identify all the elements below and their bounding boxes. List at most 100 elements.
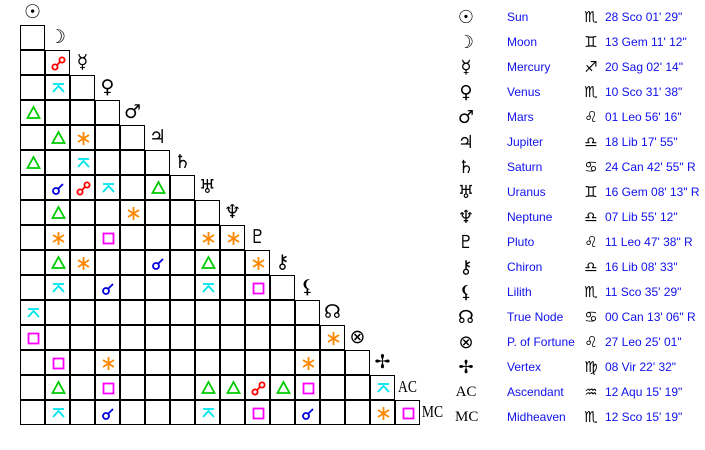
aspect-cell [319, 349, 345, 375]
aspect-cell [344, 374, 370, 400]
aspect-cell [44, 399, 70, 425]
aspect-cell [119, 124, 145, 150]
aspect-cell [44, 149, 70, 175]
aspect-cell [119, 299, 145, 325]
aspect-cell [19, 199, 45, 225]
scorpio-icon: ♏ [584, 8, 598, 26]
aspect-cell [69, 274, 95, 300]
list-item: ⊗ P. of Fortune ♌ 27 Leo 25' 01" [455, 330, 705, 355]
planet-position: 07 Lib 55' 12" [605, 210, 678, 224]
aspect-cell [319, 399, 345, 425]
aspect-cell [69, 74, 95, 100]
aspect-cell [119, 224, 145, 250]
uranus-icon: ♅ [457, 182, 475, 203]
lilith-icon: ⚸ [459, 282, 473, 303]
aspect-cell [144, 324, 170, 350]
aspect-cell [244, 399, 270, 425]
leo-icon: ♌ [584, 233, 598, 251]
list-item: ☿ Mercury ♐ 20 Sag 02' 14" [455, 55, 705, 80]
aspect-cell [44, 174, 70, 200]
aspect-cell [94, 274, 120, 300]
aspect-cell [19, 249, 45, 275]
list-item: ♅ Uranus ♊ 16 Gem 08' 13" R [455, 180, 705, 205]
aspect-cell [69, 224, 95, 250]
aspect-cell [294, 299, 320, 325]
planet-position: 12 Sco 15' 19" [605, 410, 683, 424]
list-item: AC Ascendant ♒ 12 Aqu 15' 19" [455, 380, 705, 405]
mars-icon: ♂ [123, 100, 142, 123]
list-item: ♄ Saturn ♋ 24 Can 42' 55" R [455, 155, 705, 180]
aspect-cell [69, 249, 95, 275]
aspect-cell [69, 349, 95, 375]
aspect-cell [69, 399, 95, 425]
scorpio-icon: ♏ [584, 83, 598, 101]
planet-name: Saturn [507, 160, 543, 174]
mercury-icon: ☿ [460, 57, 472, 78]
aspect-cell [219, 224, 245, 250]
aspect-cell [244, 324, 270, 350]
aspect-cell [169, 399, 195, 425]
planet-name: Jupiter [507, 135, 544, 149]
aspect-cell [94, 99, 120, 125]
aspect-cell [119, 274, 145, 300]
neptune-icon: ♆ [223, 200, 242, 223]
aspect-cell [69, 199, 95, 225]
aspect-cell [94, 399, 120, 425]
planet-name: Venus [507, 85, 541, 99]
aspect-cell [44, 249, 70, 275]
list-item: ♃ Jupiter ♎ 18 Lib 17' 55" [455, 130, 705, 155]
planet-position: 11 Sco 35' 29" [605, 285, 682, 299]
aspect-cell [169, 174, 195, 200]
aspect-cell [44, 299, 70, 325]
aspect-cell [194, 299, 220, 325]
aspect-grid: ☉ ☽ ☿ ♀ ♂ ♃ ♄ ♅ ♆ ♇ ⚷ ⚸ ☊ ⊗ ✢ AC MC [19, 1, 443, 425]
planet-name: Pluto [507, 235, 535, 249]
aspect-cell [344, 399, 370, 425]
aspect-cell [44, 124, 70, 150]
aspect-cell [319, 374, 345, 400]
aspect-cell [169, 274, 195, 300]
cancer-icon: ♋ [584, 308, 598, 326]
aspect-cell [169, 324, 195, 350]
aspect-cell [244, 299, 270, 325]
aspect-cell [94, 224, 120, 250]
aspect-cell [194, 374, 220, 400]
planet-name: Midheaven [507, 410, 566, 424]
aspect-cell [144, 399, 170, 425]
true-node-icon: ☊ [458, 307, 474, 328]
list-item: ♆ Neptune ♎ 07 Lib 55' 12" [455, 205, 705, 230]
aspect-cell [69, 124, 95, 150]
list-item: ✢ Vertex ♍ 08 Vir 22' 32" [455, 355, 705, 380]
aspect-cell [94, 299, 120, 325]
scorpio-icon: ♏ [584, 283, 598, 301]
aspect-cell [44, 224, 70, 250]
aspect-cell [69, 149, 95, 175]
aspect-cell [19, 224, 45, 250]
cancer-icon: ♋ [584, 158, 598, 176]
planet-position: 28 Sco 01' 29" [605, 10, 683, 24]
aspect-cell [144, 224, 170, 250]
aspect-cell [294, 399, 320, 425]
aspect-cell [94, 349, 120, 375]
aspect-cell [169, 199, 195, 225]
uranus-icon: ♅ [198, 175, 217, 198]
aspect-cell [44, 99, 70, 125]
aspect-cell [194, 324, 220, 350]
planet-position: 01 Leo 56' 16" [605, 110, 682, 124]
aspect-cell [169, 224, 195, 250]
aspect-cell [244, 249, 270, 275]
aspect-cell [19, 349, 45, 375]
aspect-cell [119, 324, 145, 350]
vertex-icon: ✢ [458, 357, 474, 378]
aspect-cell [19, 274, 45, 300]
aspect-cell [119, 399, 145, 425]
part-of-fortune-icon: ⊗ [458, 332, 474, 353]
planet-position: 20 Sag 02' 14" [605, 60, 683, 74]
aspect-cell [19, 24, 45, 50]
planet-name: Moon [507, 35, 538, 49]
planet-name: Uranus [507, 185, 546, 199]
mars-icon: ♂ [457, 107, 475, 128]
aspect-cell [69, 299, 95, 325]
aspect-cell [119, 249, 145, 275]
aspect-cell [244, 374, 270, 400]
